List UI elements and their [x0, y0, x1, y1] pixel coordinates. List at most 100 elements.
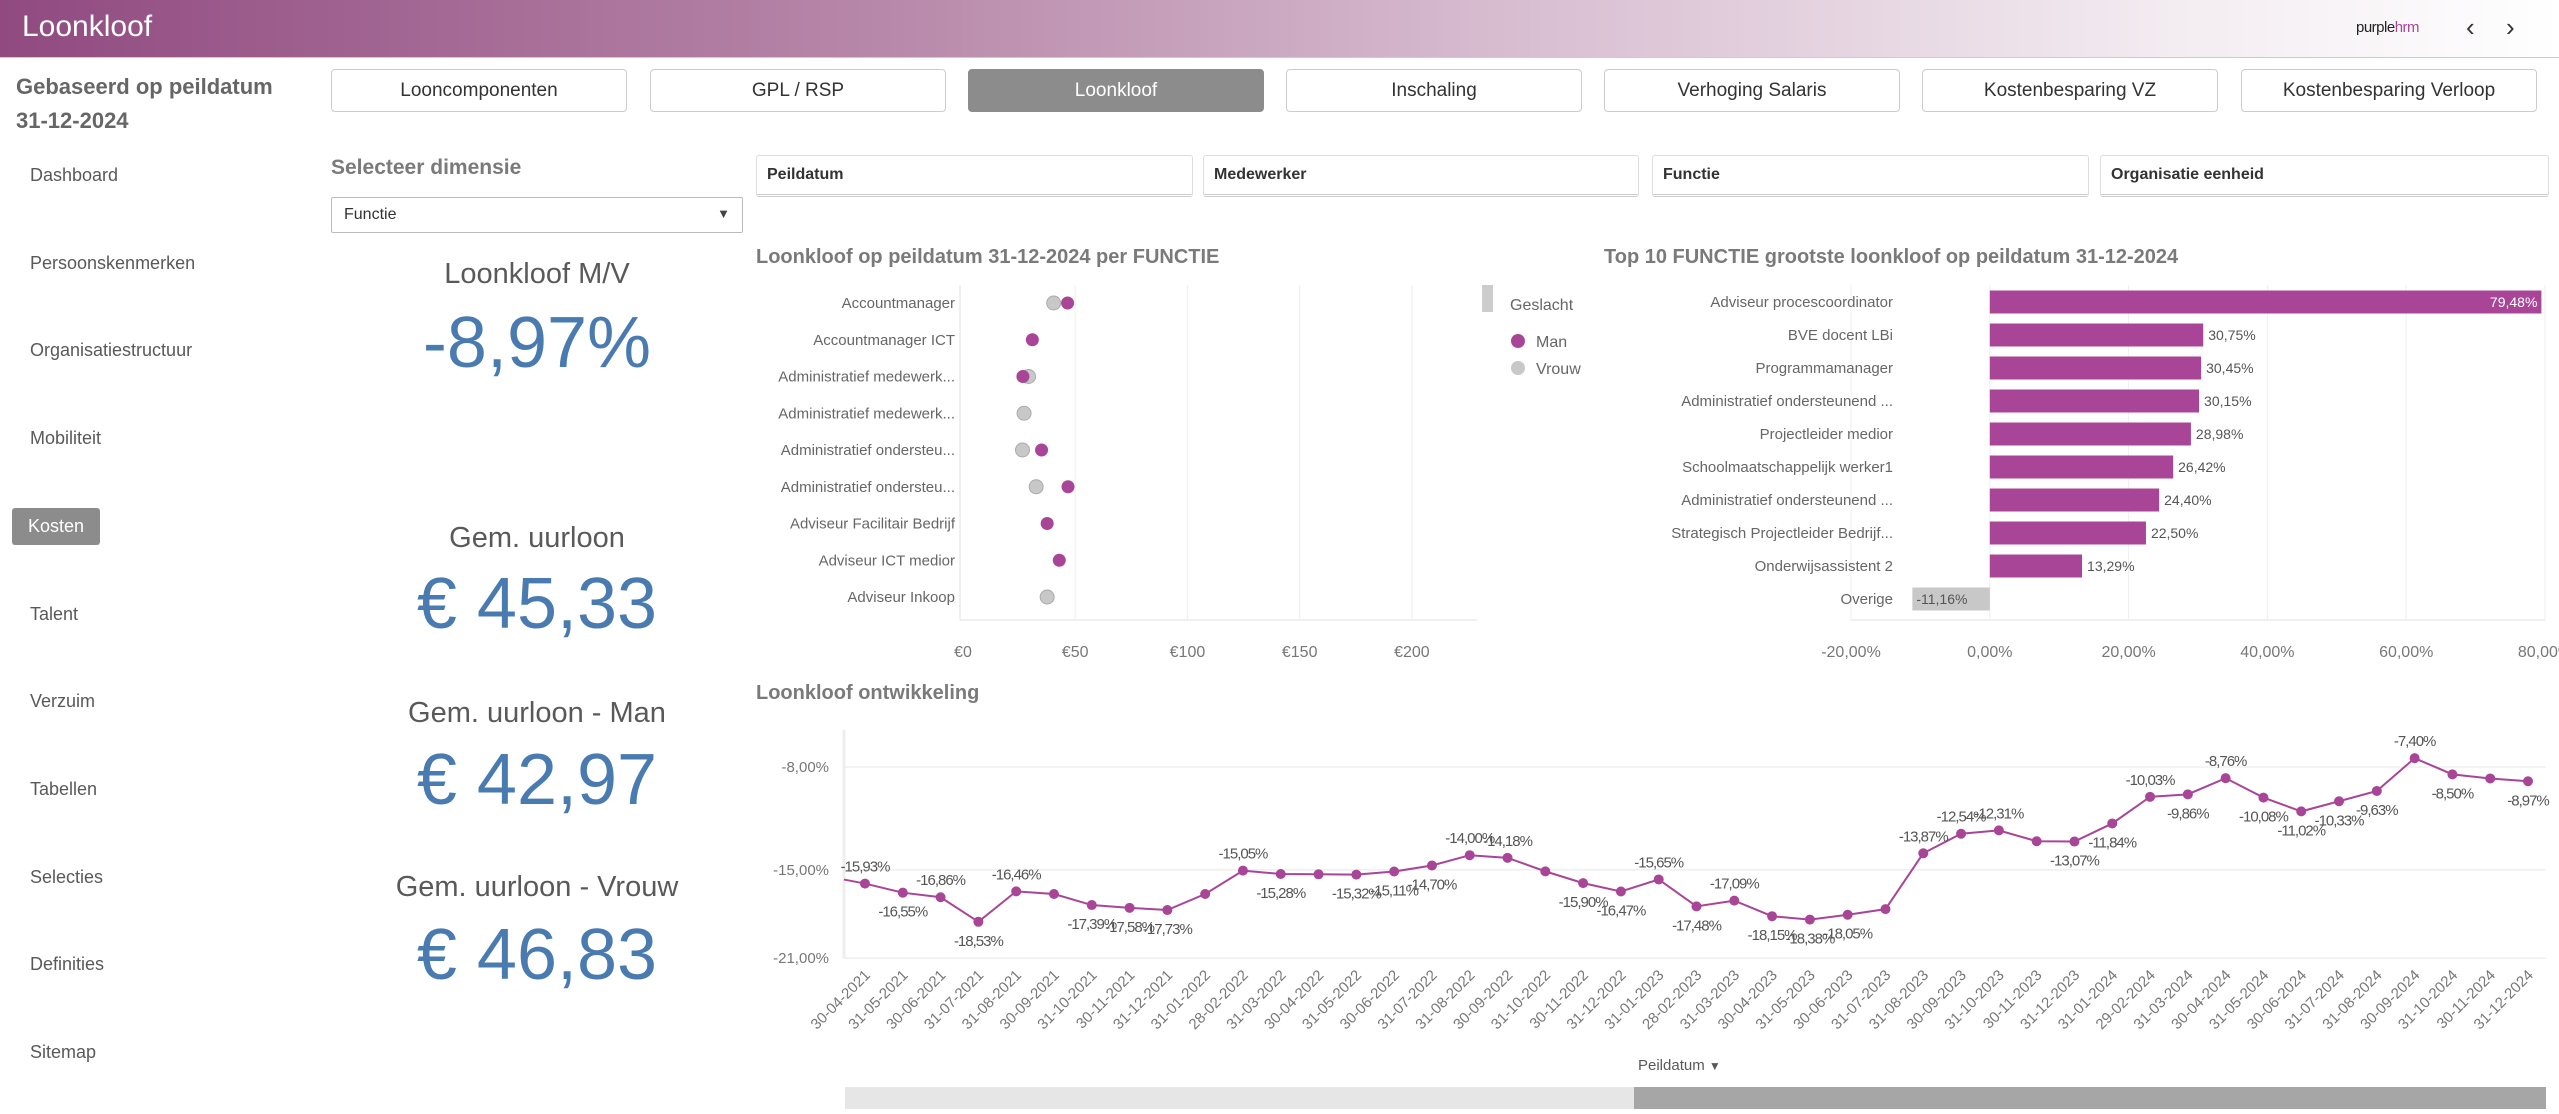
data-point [2523, 776, 2533, 787]
data-point [2069, 836, 2080, 847]
tab-verhoging-salaris[interactable]: Verhoging Salaris [1604, 69, 1900, 112]
dimension-select[interactable]: Functie ▼ [331, 197, 743, 233]
kpi-uurloon-vrouw-value: € 46,83 [416, 915, 658, 995]
data-label: -15,93% [841, 859, 891, 876]
top10-title: Top 10 FUNCTIE grootste loonkloof op pei… [1604, 246, 2179, 268]
data-point [1615, 886, 1626, 897]
data-label: -16,46% [992, 866, 1042, 883]
data-point [973, 916, 984, 927]
data-label: -18,53% [954, 933, 1004, 950]
category-label: Strategisch Projectleider Bedrijf... [1671, 525, 1893, 542]
data-point [2409, 753, 2420, 764]
dot-man [1016, 370, 1030, 383]
filter-functie[interactable]: Functie [1652, 155, 2089, 197]
bar-value-label: 30,45% [2206, 360, 2253, 376]
sidebar-item-talent[interactable]: Talent [30, 603, 79, 624]
data-point [2371, 785, 2382, 796]
x-axis-field-selector[interactable]: Peildatum ▼ [1638, 1057, 1721, 1074]
tab-kostenbesparing-vz[interactable]: Kostenbesparing VZ [1922, 69, 2218, 112]
y-tick-label: -15,00% [773, 862, 829, 879]
trend-title: Loonkloof ontwikkeling [756, 682, 980, 704]
sidebar-item-definities[interactable]: Definities [30, 954, 105, 975]
dot-man [1040, 517, 1054, 530]
bar [1989, 356, 2202, 380]
chevron-left-icon[interactable]: ‹ [2466, 12, 2475, 42]
data-label: -16,55% [878, 904, 928, 921]
data-point [1426, 860, 1437, 871]
data-label: -14,18% [1483, 833, 1533, 850]
chevron-right-icon[interactable]: › [2506, 12, 2515, 42]
sidebar-item-selecties[interactable]: Selecties [30, 866, 104, 887]
bar-value-label: 24,40% [2164, 492, 2211, 508]
x-tick-label: €50 [1062, 644, 1089, 661]
category-label: BVE docent LBi [1788, 327, 1893, 344]
data-point [1767, 911, 1778, 922]
data-point [935, 892, 946, 903]
chart-scrollbar-thumb[interactable] [1634, 1087, 2546, 1109]
sidebar-item-verzuim[interactable]: Verzuim [30, 691, 96, 712]
category-label: Adviseur Inkoop [847, 589, 955, 606]
app-title: Loonkloof [22, 10, 153, 43]
bar [1989, 290, 2542, 314]
sidebar-item-organisatiestructuur[interactable]: Organisatiestructuur [30, 340, 193, 361]
bar-value-label: 28,98% [2196, 426, 2243, 442]
data-point [1956, 828, 1967, 839]
category-label: Administratief ondersteunend ... [1681, 393, 1893, 410]
data-point [1842, 909, 1853, 920]
tab-loonkloof[interactable]: Loonkloof [968, 69, 1264, 112]
sidebar-item-persoonskenmerken[interactable]: Persoonskenmerken [30, 252, 196, 273]
category-label: Accountmanager ICT [813, 332, 955, 349]
tab-gpl-rsp[interactable]: GPL / RSP [650, 69, 946, 112]
dot-vrouw [1046, 295, 1062, 311]
data-point [1086, 900, 1097, 911]
data-point [1540, 866, 1551, 877]
filter-organisatie-eenheid[interactable]: Organisatie eenheid [2100, 155, 2549, 197]
legend-bar [1482, 285, 1493, 312]
purplehrm-logo: purplehrm [2356, 19, 2420, 36]
data-label: -14,70% [1407, 876, 1457, 893]
data-point [1313, 869, 1324, 880]
data-label: -15,05% [1219, 846, 1269, 863]
filter-peildatum[interactable]: Peildatum [756, 155, 1193, 197]
data-label: -18,38% [1785, 931, 1835, 948]
bar-value-label: 13,29% [2087, 558, 2134, 574]
category-label: Administratief medewerk... [778, 405, 955, 422]
category-label: Onderwijsassistent 2 [1755, 558, 1893, 575]
sidebar-item-mobiliteit[interactable]: Mobiliteit [30, 428, 102, 449]
x-tick-label: €100 [1170, 644, 1206, 661]
filter-medewerker[interactable]: Medewerker [1203, 155, 1639, 197]
sidebar-item-dashboard[interactable]: Dashboard [30, 165, 119, 185]
legend-vrouw-label: Vrouw [1536, 361, 1581, 378]
dot-man [1025, 333, 1039, 347]
bar [1989, 389, 2200, 413]
tab-kostenbesparing-verloop[interactable]: Kostenbesparing Verloop [2241, 69, 2537, 112]
data-label: -10,03% [2126, 772, 2176, 789]
x-tick-label: -20,00% [1821, 644, 1881, 661]
data-point [1729, 895, 1740, 906]
bar [1989, 521, 2146, 545]
tab-looncomponenten[interactable]: Looncomponenten [331, 69, 627, 112]
sidebar-item-sitemap[interactable]: Sitemap [30, 1042, 97, 1062]
tab-inschaling[interactable]: Inschaling [1286, 69, 1582, 112]
x-tick-label: €150 [1282, 644, 1318, 661]
data-label: -16,86% [916, 872, 966, 889]
category-label: Adviseur ICT medior [819, 552, 955, 569]
legend-title: Geslacht [1510, 297, 1574, 314]
data-point [2182, 789, 2193, 800]
data-label: -14,00% [1445, 830, 1495, 847]
sidebar-item-tabellen[interactable]: Tabellen [30, 778, 98, 799]
data-point [1124, 902, 1135, 913]
data-point [2031, 836, 2042, 847]
bar [1989, 455, 2174, 479]
data-label: -13,87% [1899, 828, 1949, 845]
bar [1989, 554, 2083, 578]
sidebar-item-kosten[interactable]: Kosten [12, 507, 101, 545]
kpi-uurloon-vrouw-label: Gem. uurloon - Vrouw [395, 871, 679, 903]
dot-man [1061, 480, 1075, 494]
kpi-loonkloof-label: Loonkloof M/V [444, 258, 630, 290]
data-point [1880, 904, 1891, 915]
category-label: Administratief medewerk... [778, 369, 955, 386]
data-label: -16,47% [1596, 903, 1646, 920]
category-label: Administratief ondersteunend ... [1681, 492, 1893, 509]
